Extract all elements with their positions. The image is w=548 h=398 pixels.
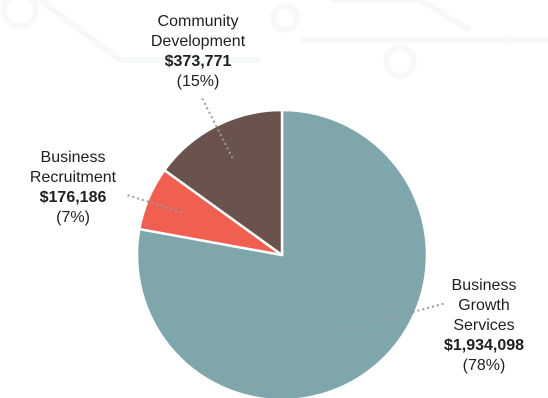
slice-name-line: Services: [453, 317, 515, 334]
leader-line-community-development: [201, 97, 234, 159]
slice-percent: (7%): [56, 209, 90, 226]
slice-name-line: Growth: [458, 297, 510, 314]
slice-amount: $1,934,098: [443, 337, 525, 354]
slice-name-line: Community: [157, 13, 239, 30]
slice-name-line: Business: [40, 149, 106, 166]
slice-label-business-recruitment: Business Recruitment $176,186 (7%): [0, 148, 146, 228]
slice-percent: (15%): [176, 73, 220, 90]
slice-name-line: Business: [451, 277, 517, 294]
slice-amount: $176,186: [39, 189, 107, 206]
slice-amount: $373,771: [164, 53, 232, 70]
slice-label-business-growth-services: Business Growth Services $1,934,098 (78%…: [420, 276, 548, 376]
slice-name-line: Recruitment: [29, 169, 117, 186]
slice-name-line: Development: [150, 33, 246, 50]
slice-percent: (78%): [462, 357, 506, 374]
slice-label-community-development: Community Development $373,771 (15%): [118, 12, 278, 92]
